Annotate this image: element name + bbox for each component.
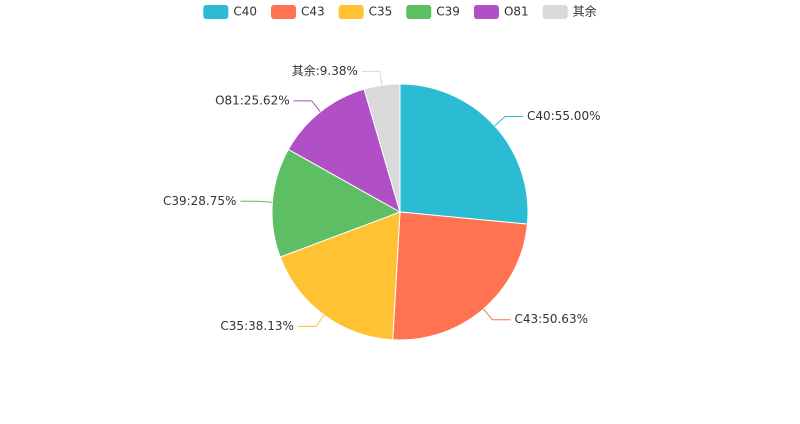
legend-label: C43: [301, 5, 325, 19]
label-line: [240, 200, 273, 203]
legend-label: O81: [504, 5, 529, 19]
legend-label: C35: [369, 5, 393, 19]
legend-swatch: [406, 5, 432, 19]
pie-slice: [392, 211, 528, 341]
legend-swatch: [473, 5, 499, 19]
label-line: [297, 314, 325, 327]
legend-label: C40: [233, 5, 257, 19]
label-line: [361, 70, 383, 86]
legend: C40 C43 C35 C39 O81 其余: [203, 4, 597, 19]
legend-swatch: [338, 5, 364, 19]
data-label: C35:38.13%: [220, 319, 293, 333]
legend-swatch: [542, 5, 568, 19]
data-label: 其余:9.38%: [292, 63, 358, 78]
label-line: [494, 115, 524, 127]
data-label: C39:28.75%: [163, 194, 236, 208]
label-line: [293, 100, 321, 113]
data-label: O81:25.62%: [215, 93, 290, 107]
pie-slice: [399, 83, 529, 225]
legend-swatch: [203, 5, 229, 19]
pie-slice: [287, 88, 401, 214]
legend-swatch: [270, 5, 296, 19]
label-line: [483, 308, 511, 321]
legend-label: C39: [436, 5, 460, 19]
pie-slice: [363, 83, 401, 213]
data-label: C43:50.63%: [515, 312, 588, 326]
legend-label: 其余: [573, 4, 597, 19]
data-label: C40:55.00%: [527, 109, 600, 123]
